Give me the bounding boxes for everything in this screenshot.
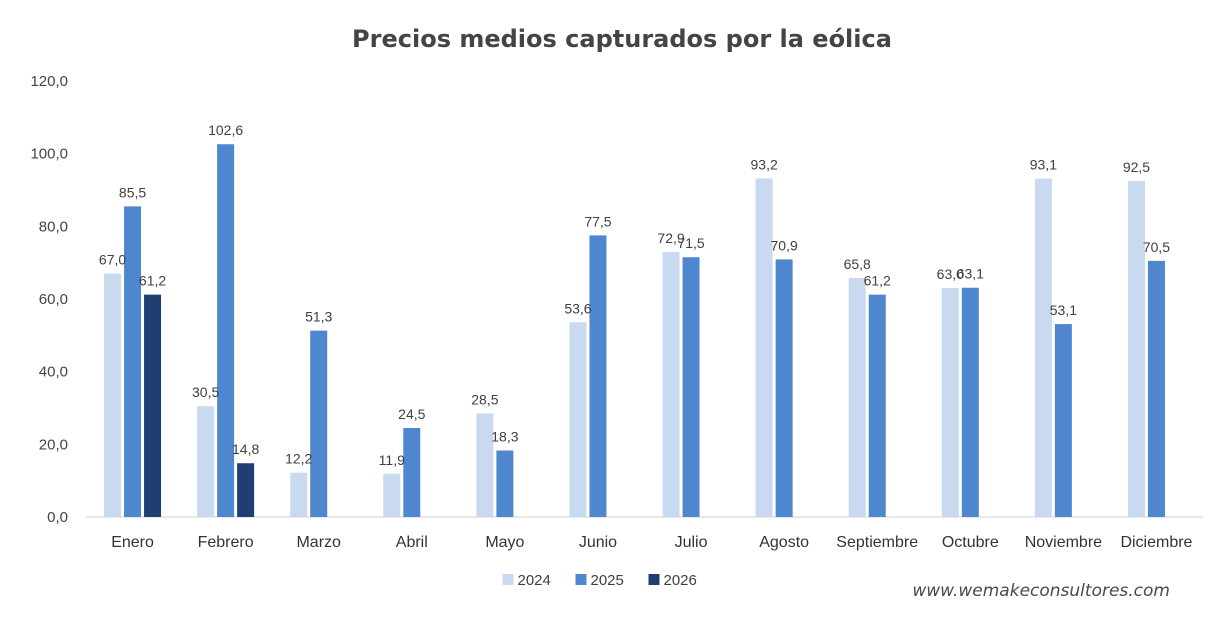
data-label: 12,2	[285, 451, 312, 467]
bar-2024-febrero	[197, 406, 215, 517]
bar-2025-marzo	[310, 330, 328, 517]
data-label: 30,5	[192, 384, 219, 400]
bar-2025-octubre	[961, 287, 979, 517]
data-label: 63,1	[957, 266, 984, 282]
bar-2025-febrero	[217, 144, 235, 517]
data-label: 14,8	[232, 441, 259, 457]
bar-2025-abril	[403, 427, 421, 517]
x-tick-label: Mayo	[485, 534, 524, 551]
data-label: 85,5	[119, 184, 146, 200]
data-label: 92,5	[1123, 159, 1150, 175]
data-label: 65,8	[844, 256, 871, 272]
bar-2025-noviembre	[1054, 324, 1072, 517]
bar-2024-diciembre	[1127, 180, 1145, 517]
data-label: 71,5	[677, 235, 704, 251]
data-label: 53,6	[564, 300, 591, 316]
data-label: 93,1	[1030, 157, 1057, 173]
chart-title: Precios medios capturados por la eólica	[352, 25, 892, 53]
y-tick-label: 80,0	[39, 218, 68, 235]
data-label: 93,2	[751, 156, 778, 172]
y-axis: 0,0 20,0 40,0 60,0 80,0 100,0 120,0	[30, 73, 68, 526]
x-axis: Enero Febrero Marzo Abril Mayo Junio Julio Agos…	[111, 534, 1192, 551]
x-tick-label: Noviembre	[1025, 534, 1102, 551]
bar-2024-abril	[383, 473, 401, 517]
data-label: 11,9	[379, 452, 405, 468]
bar-2024-junio	[569, 322, 587, 517]
bar-2025-junio	[589, 235, 607, 517]
bar-2024-octubre	[941, 288, 959, 517]
legend-label-2026: 2026	[664, 572, 697, 589]
y-tick-label: 20,0	[39, 436, 68, 453]
y-tick-label: 120,0	[30, 73, 68, 90]
bar-2024-mayo	[476, 413, 494, 517]
bar-2026-febrero	[237, 463, 255, 517]
data-label: 67,0	[99, 252, 126, 268]
bar-2024-septiembre	[848, 277, 866, 517]
y-tick-label: 0,0	[47, 509, 68, 526]
data-label: 61,2	[864, 273, 891, 289]
data-label: 24,5	[398, 406, 425, 422]
data-label: 63,0	[937, 266, 964, 282]
x-tick-label: Enero	[111, 534, 154, 551]
data-label: 77,5	[584, 213, 611, 229]
y-tick-label: 100,0	[30, 146, 68, 163]
data-label: 51,3	[305, 309, 332, 325]
data-label: 102,6	[208, 122, 243, 138]
y-tick-label: 60,0	[39, 291, 68, 308]
watermark-text: www.wemakeconsultores.com	[912, 581, 1170, 601]
x-tick-label: Junio	[579, 534, 617, 551]
x-tick-label: Octubre	[942, 534, 999, 551]
data-label: 72,9	[657, 230, 684, 246]
bar-2024-julio	[662, 252, 680, 517]
bar-2025-julio	[682, 257, 700, 517]
legend-label-2025: 2025	[591, 572, 624, 589]
data-labels: 67,0 85,5 61,2 30,5 102,6 14,8 12,2 51,3 11,9 24,…	[99, 122, 1170, 468]
x-tick-label: Febrero	[198, 534, 254, 551]
bar-2025-agosto	[775, 259, 793, 517]
legend: 2024 2025 2026	[502, 572, 697, 589]
x-tick-label: Abril	[396, 534, 428, 551]
bar-2024-enero	[104, 273, 122, 517]
bar-2025-enero	[124, 206, 142, 517]
bar-2024-marzo	[290, 472, 308, 517]
x-tick-label: Diciembre	[1120, 534, 1192, 551]
bar-2025-mayo	[496, 450, 514, 517]
bar-2024-agosto	[755, 178, 773, 517]
data-label: 61,2	[139, 273, 166, 289]
bar-2024-noviembre	[1034, 178, 1052, 517]
x-tick-label: Julio	[675, 534, 708, 551]
y-tick-label: 40,0	[39, 364, 68, 381]
x-tick-label: Septiembre	[836, 534, 918, 551]
legend-label-2024: 2024	[518, 572, 551, 589]
data-label: 28,5	[471, 391, 498, 407]
x-tick-label: Agosto	[759, 534, 809, 551]
legend-swatch-2026	[648, 574, 660, 585]
x-tick-label: Marzo	[296, 534, 341, 551]
legend-swatch-2025	[575, 574, 587, 585]
data-label: 53,1	[1050, 302, 1077, 318]
bar-2025-septiembre	[868, 294, 886, 517]
bars	[104, 144, 1165, 517]
data-label: 70,5	[1143, 239, 1170, 255]
data-label: 18,3	[491, 429, 518, 445]
bar-2026-enero	[144, 294, 162, 517]
bar-2025-diciembre	[1147, 260, 1165, 517]
data-label: 70,9	[771, 237, 798, 253]
legend-swatch-2024	[502, 574, 514, 585]
